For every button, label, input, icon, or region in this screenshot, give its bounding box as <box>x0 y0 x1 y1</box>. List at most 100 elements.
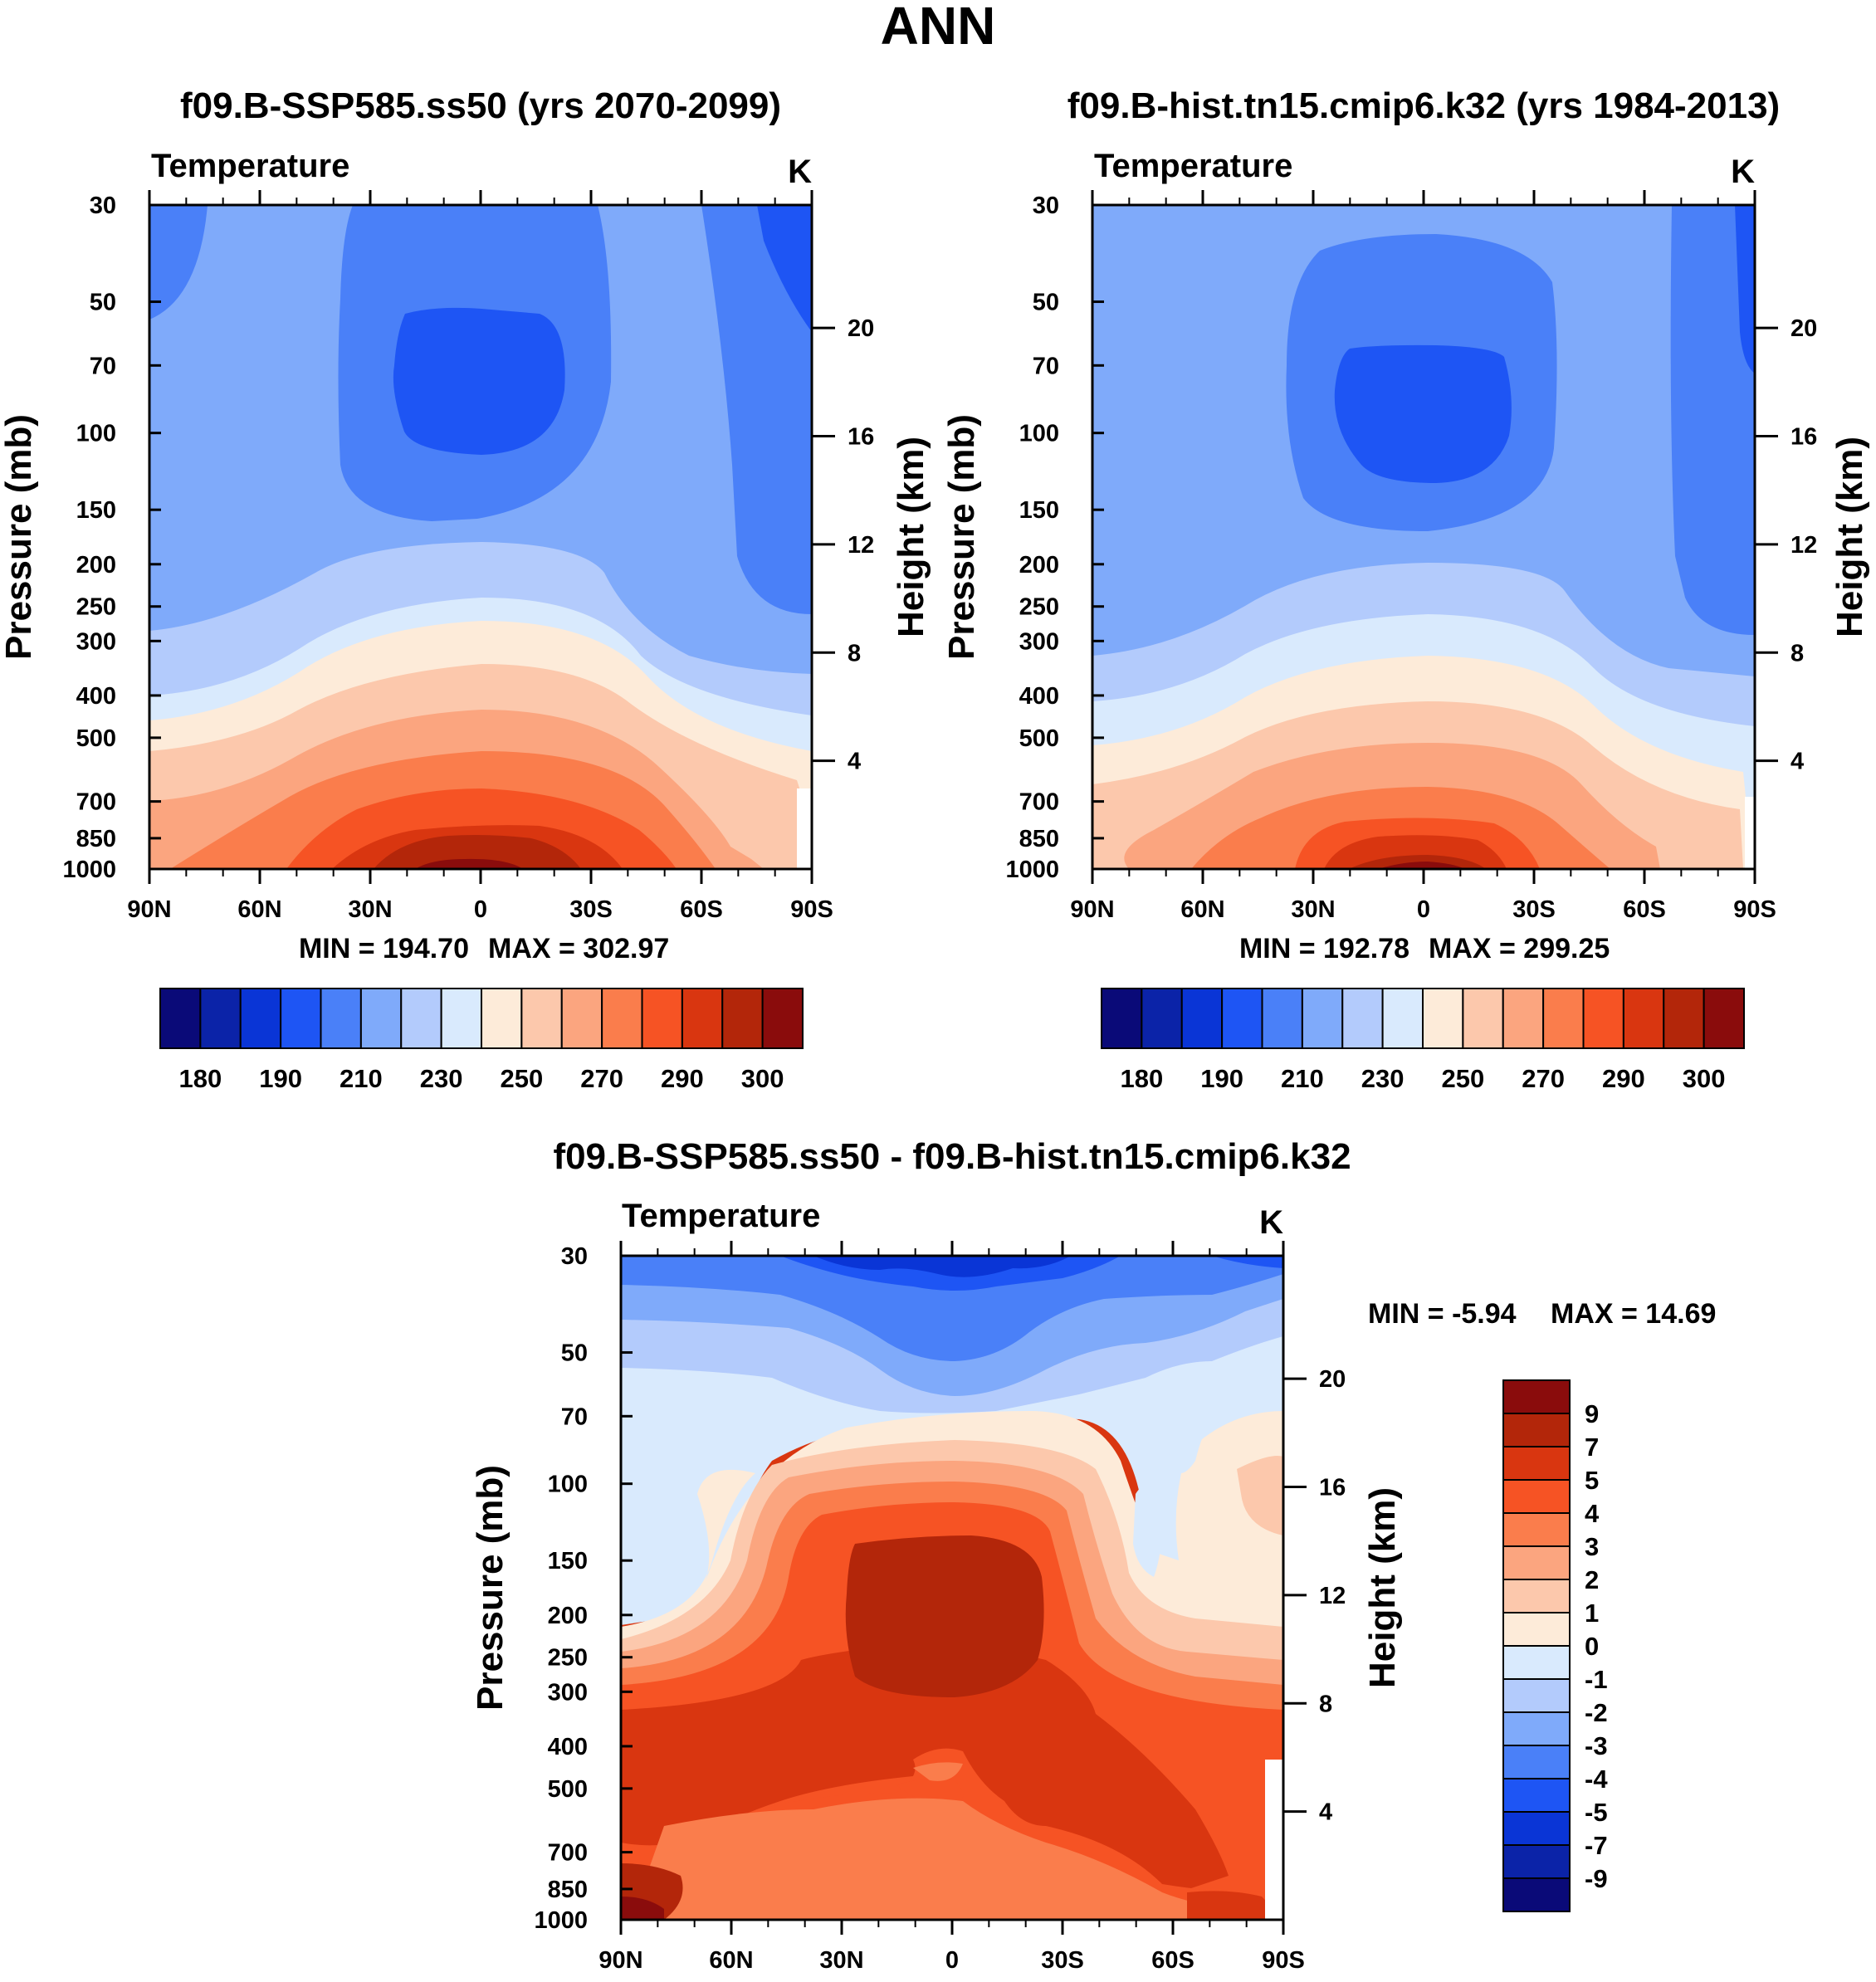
y2-tick-label: 4 <box>1791 749 1804 775</box>
panel-difference: f09.B-SSP585.ss50 - f09.B-hist.tn15.cmip… <box>470 1136 1716 1974</box>
min-label: MIN = -5.94 <box>1368 1298 1517 1330</box>
colorbar-box <box>1502 1545 1571 1580</box>
max-label: MAX = 299.25 <box>1429 933 1610 964</box>
y-tick-label: 400 <box>1019 683 1059 710</box>
colorbar-label: -4 <box>1585 1765 1608 1794</box>
y-tick-label: 400 <box>548 1734 588 1760</box>
x-tick-label: 60S <box>1623 896 1666 923</box>
colorbar-box <box>1502 1446 1571 1481</box>
colorbar-frame <box>159 988 804 1049</box>
contour-band <box>896 1779 964 1805</box>
y-tick-label: 700 <box>1019 789 1059 816</box>
y-tick-label: 30 <box>561 1243 588 1270</box>
y-tick-label: 700 <box>548 1840 588 1867</box>
colorbar-box <box>1381 988 1424 1049</box>
colorbar-label: -9 <box>1585 1864 1608 1893</box>
colorbar-box <box>761 988 804 1049</box>
colorbar-box <box>1301 988 1344 1049</box>
variable-label: Temperature <box>151 148 349 184</box>
contour-band <box>621 1256 1283 1361</box>
colorbar-box <box>1502 1678 1571 1713</box>
y-tick-label: 200 <box>548 1603 588 1629</box>
x-tick-label: 90S <box>790 896 833 923</box>
x-tick-label: 60S <box>1151 1947 1194 1974</box>
x-tick-label: 30S <box>1512 896 1556 923</box>
y-tick-label: 300 <box>76 628 116 655</box>
colorbar-box <box>1542 988 1585 1049</box>
x-tick-label: 60N <box>1180 896 1224 923</box>
colorbar-box <box>1502 988 1545 1049</box>
y-axis-label: Pressure (mb) <box>0 414 39 660</box>
y2-axis-label: Height (km) <box>1830 437 1870 637</box>
y-tick-label: 50 <box>561 1340 588 1367</box>
y2-tick-label: 4 <box>848 749 861 775</box>
contour-band <box>374 835 581 869</box>
y-tick-label: 200 <box>76 552 116 578</box>
plot-title: f09.B-SSP585.ss50 (yrs 2070-2099) <box>180 85 781 126</box>
panel-future: f09.B-SSP585.ss50 (yrs 2070-2099) Temper… <box>0 85 931 1093</box>
y-tick-label: 50 <box>1033 290 1059 316</box>
contour-band <box>1334 344 1512 483</box>
colorbar-label: 7 <box>1585 1433 1599 1462</box>
colorbar-box <box>1502 1745 1571 1779</box>
colorbar-label: 190 <box>1200 1064 1243 1093</box>
y2-tick-label: 16 <box>1791 424 1817 451</box>
colorbar-box <box>1502 1711 1571 1746</box>
y2-tick-label: 8 <box>1791 640 1804 666</box>
colorbar-box <box>1703 988 1745 1049</box>
x-tick-label: 60S <box>680 896 723 923</box>
contour-band <box>913 1762 963 1781</box>
y-tick-label: 1000 <box>62 857 116 883</box>
x-tick-label: 60N <box>237 896 281 923</box>
min-label: MIN = 194.70 <box>299 933 469 964</box>
x-tick-label: 90N <box>1070 896 1114 923</box>
colorbar-box <box>1261 988 1303 1049</box>
y-tick-label: 1000 <box>534 1907 588 1934</box>
y2-tick-label: 8 <box>848 640 861 666</box>
colorbar-box <box>1502 1844 1571 1879</box>
contour-band <box>845 1535 1044 1697</box>
contour-band <box>1237 1456 1283 1535</box>
y-tick-label: 150 <box>548 1548 588 1574</box>
colorbar-label: 230 <box>1361 1064 1405 1093</box>
y-tick-label: 70 <box>1033 353 1059 379</box>
y-tick-label: 100 <box>76 421 116 447</box>
x-tick-label: 30N <box>348 896 392 923</box>
y-tick-label: 500 <box>548 1776 588 1803</box>
colorbar-label: 290 <box>1602 1064 1645 1093</box>
colorbar-box <box>1663 988 1705 1049</box>
contour-field <box>621 1256 1283 1920</box>
x-tick-label: 30S <box>1041 1947 1084 1974</box>
colorbar-frame <box>1101 988 1745 1049</box>
y-tick-label: 300 <box>1019 628 1059 655</box>
y-tick-label: 100 <box>548 1472 588 1498</box>
colorbar-label: 210 <box>1281 1064 1324 1093</box>
y2-tick-label: 12 <box>848 532 874 559</box>
colorbar-label: 300 <box>741 1064 784 1093</box>
colorbar-box <box>1180 988 1224 1049</box>
colorbar-label: 250 <box>501 1064 544 1093</box>
axes: 30 50 70 100 150 200 250 300 400 500 700 850 1000 20 1… <box>1005 190 1817 923</box>
x-tick-label: 90S <box>1262 1947 1305 1974</box>
colorbar-box <box>320 988 362 1049</box>
contour-band <box>415 858 523 869</box>
y-tick-label: 50 <box>90 290 116 316</box>
y-tick-label: 500 <box>1019 725 1059 752</box>
colorbar-label: 3 <box>1585 1532 1599 1561</box>
colorbar-box <box>359 988 403 1049</box>
colorbar: 9 7 5 4 3 2 1 0 -1 -2 -3 -4 -5 -7 -9 <box>1502 1379 1608 1912</box>
y2-tick-label: 20 <box>1791 315 1817 342</box>
colorbar-label: 0 <box>1585 1632 1599 1661</box>
colorbar-box <box>1221 988 1263 1049</box>
colorbar-label: 180 <box>1121 1064 1164 1093</box>
colorbar-box <box>1341 988 1384 1049</box>
colorbar-box <box>1502 1612 1571 1647</box>
plot-title: f09.B-SSP585.ss50 - f09.B-hist.tn15.cmip… <box>553 1136 1351 1177</box>
colorbar-box <box>1101 988 1143 1049</box>
colorbar-label: 4 <box>1585 1499 1600 1528</box>
contour-band <box>621 1897 664 1920</box>
colorbar-box <box>199 988 242 1049</box>
contour-band <box>393 307 565 455</box>
figure-title: ANN <box>881 0 996 56</box>
colorbar-box <box>1502 1479 1571 1514</box>
